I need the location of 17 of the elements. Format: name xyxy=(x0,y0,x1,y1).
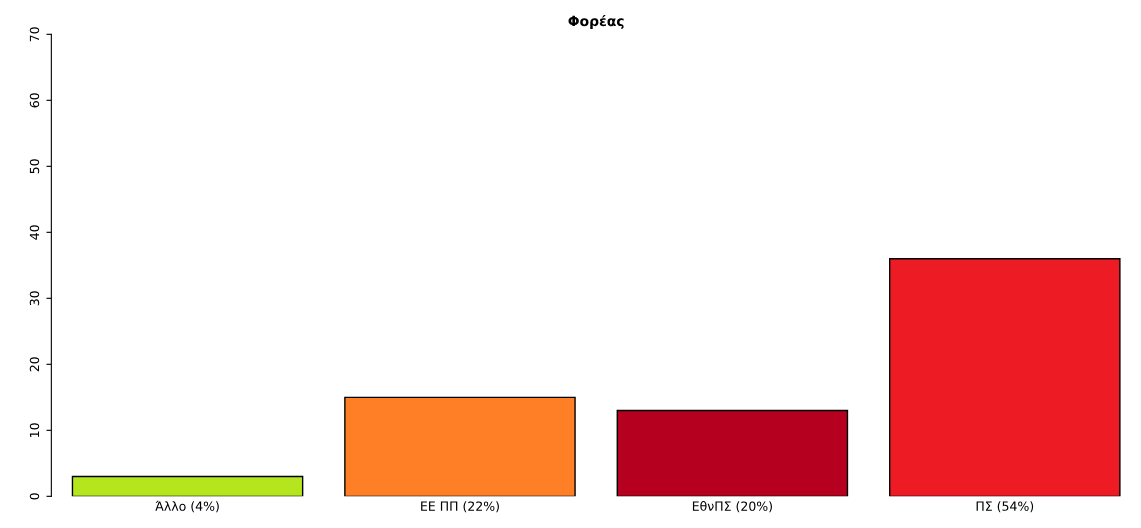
bar xyxy=(616,409,849,497)
x-tick-label: Άλλο (4%) xyxy=(155,500,219,513)
bar xyxy=(344,396,576,497)
y-tick-label: 70 xyxy=(29,27,40,42)
bar xyxy=(71,475,304,497)
y-tick-label: 40 xyxy=(29,225,40,240)
y-tick-label: 0 xyxy=(29,493,40,500)
x-tick-label: ΕθνΠΣ (20%) xyxy=(692,501,772,513)
chart-title: Φορέας xyxy=(568,14,624,29)
y-tick-label: 60 xyxy=(29,93,40,108)
y-tick-label: 30 xyxy=(29,291,40,306)
x-tick-label: ΠΣ (54%) xyxy=(976,501,1034,513)
y-tick-label: 50 xyxy=(29,159,40,174)
bar xyxy=(889,258,1121,497)
y-tick-label: 10 xyxy=(29,423,40,437)
x-tick-label: ΕΕ ΠΠ (22%) xyxy=(421,501,499,513)
y-tick-label: 20 xyxy=(29,357,40,372)
